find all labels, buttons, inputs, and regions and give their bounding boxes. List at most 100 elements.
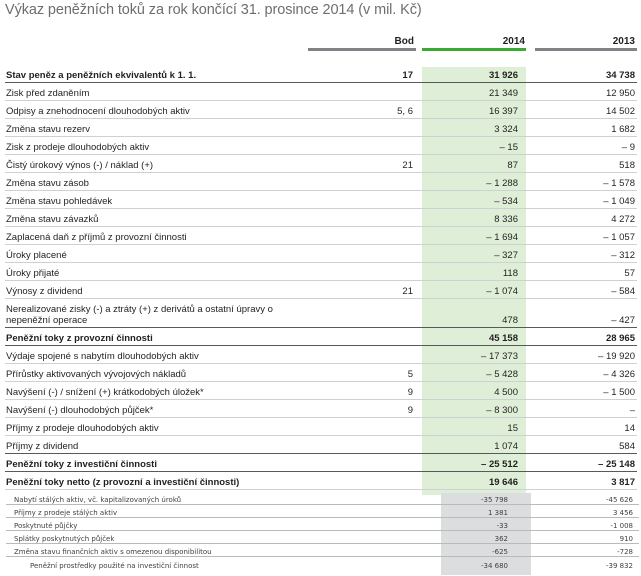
row-value-2013: – 25 148 [598, 459, 635, 470]
table-row: Odpisy a znehodnocení dlouhodobých aktiv… [0, 101, 641, 119]
row-divider [5, 208, 637, 209]
table-row: Příjmy z dividend 1 074 584 [0, 436, 641, 454]
breakdown-value-2013: -45 626 [605, 495, 633, 504]
table-row: Příjmy z prodeje dlouhodobých aktiv 15 14 [0, 418, 641, 436]
breakdown-value-2013: -1 008 [610, 521, 633, 530]
row-divider [5, 345, 637, 346]
row-value-2014: – 1 288 [486, 178, 518, 189]
row-value-2014: 31 926 [488, 70, 518, 81]
row-value-2014: – 15 [499, 142, 519, 153]
table-row: Zisk před zdaněním 21 349 12 950 [0, 83, 641, 101]
breakdown-value-2013: 910 [619, 535, 633, 544]
grey-column-2014 [441, 493, 531, 575]
row-label: Zaplacená daň z příjmů z provozní činnos… [6, 232, 187, 243]
row-note: 21 [402, 286, 413, 297]
row-divider [5, 363, 637, 364]
breakdown-divider [6, 556, 639, 558]
row-value-2014: – 8 300 [486, 405, 518, 416]
row-value-2014: 4 500 [494, 387, 518, 398]
table-row: Úroky placené – 327 – 312 [0, 245, 641, 263]
row-divider [5, 226, 637, 227]
row-value-2014: 478 [502, 315, 518, 326]
row-label: Změna stavu pohledávek [6, 196, 113, 207]
row-divider [5, 262, 637, 263]
breakdown-value-2014: -34 680 [480, 561, 508, 570]
row-label: Změna stavu závazků [6, 214, 99, 225]
header-rule-2013 [535, 48, 637, 51]
table-row: Přírůstky aktivovaných vývojových náklad… [0, 364, 641, 382]
row-note: 5, 6 [397, 106, 413, 117]
row-value-2013: 57 [624, 268, 635, 279]
breakdown-divider [6, 529, 639, 531]
row-divider [5, 172, 637, 173]
row-divider [5, 417, 637, 418]
row-value-2014: 3 324 [494, 124, 518, 135]
table-row: Výdaje spojené s nabytím dlouhodobých ak… [0, 346, 641, 364]
breakdown-value-2014: -33 [496, 521, 508, 530]
highlight-column-2014 [422, 67, 526, 495]
row-note: 21 [402, 160, 413, 171]
row-value-2013: – 1 057 [603, 232, 635, 243]
row-label: Navýšení (-) dlouhodobých půjček* [6, 405, 154, 416]
breakdown-label: Změna stavu finančních aktiv s omezenou … [14, 548, 212, 557]
row-divider [5, 82, 637, 83]
row-value-2013: 3 817 [611, 477, 635, 488]
breakdown-row: Nabytí stálých aktiv, vč. kapitalizovaný… [0, 493, 641, 505]
breakdown-value-2014: 362 [494, 535, 508, 544]
row-value-2014: 45 158 [488, 333, 518, 344]
row-divider [5, 471, 637, 472]
row-label: Změna stavu zásob [6, 178, 89, 189]
row-label: Navýšení (-) / snížení (+) krátkodobých … [6, 387, 204, 398]
row-label: Peněžní toky netto (z provozní a investi… [6, 477, 240, 488]
header-2014: 2014 [502, 36, 525, 47]
breakdown-label: Peněžní prostředky použité na investiční… [30, 561, 199, 570]
breakdown-row: Příjmy z prodeje stálých aktiv 1 381 3 456 [0, 506, 641, 518]
row-note: 9 [407, 387, 413, 398]
breakdown-row: Poskytnuté půjčky -33 -1 008 [0, 519, 641, 531]
row-label: Výnosy z dividend [6, 286, 83, 297]
row-label: Nerealizované zisky (-) a ztráty (+) z d… [6, 304, 273, 326]
row-label: Peněžní toky z provozní činnosti [6, 333, 153, 344]
row-value-2013: – 1 500 [603, 387, 635, 398]
row-value-2013: 584 [619, 441, 635, 452]
table-row: Peněžní toky netto (z provozní a investi… [0, 472, 641, 490]
table-row: Zaplacená daň z příjmů z provozní činnos… [0, 227, 641, 245]
table-row: Změna stavu zásob – 1 288 – 1 578 [0, 173, 641, 191]
row-label: Odpisy a znehodnocení dlouhodobých aktiv [6, 106, 190, 117]
row-value-2014: – 1 074 [486, 286, 518, 297]
row-label: Stav peněz a peněžních ekvivalentů k 1. … [6, 70, 197, 81]
breakdown-row: Změna stavu finančních aktiv s omezenou … [0, 546, 641, 558]
row-value-2013: 4 272 [611, 214, 635, 225]
row-label: Příjmy z prodeje dlouhodobých aktiv [6, 423, 159, 434]
breakdown-divider [6, 503, 639, 505]
row-value-2014: – 534 [494, 196, 518, 207]
row-value-2014: 118 [502, 268, 518, 279]
row-value-2014: 21 349 [488, 88, 518, 99]
row-value-2013: – 584 [611, 286, 635, 297]
row-value-2014: 15 [507, 423, 518, 434]
table-row: Úroky přijaté 118 57 [0, 263, 641, 281]
breakdown-label: Splátky poskytnutých půjček [14, 535, 115, 544]
table-row: Navýšení (-) / snížení (+) krátkodobých … [0, 382, 641, 400]
row-value-2014: 19 646 [488, 477, 518, 488]
table-row: Výnosy z dividend 21 – 1 074 – 584 [0, 281, 641, 299]
breakdown-divider [6, 543, 639, 545]
row-value-2013: – 19 920 [598, 351, 635, 362]
row-divider [5, 399, 637, 400]
breakdown-value-2014: -625 [492, 548, 508, 557]
row-value-2013: 28 965 [605, 333, 635, 344]
row-divider [5, 453, 637, 454]
breakdown-value-2014: -35 798 [480, 495, 508, 504]
row-divider [5, 489, 637, 490]
row-label: Čistý úrokový výnos (-) / náklad (+) [6, 160, 154, 171]
row-value-2013: – 4 326 [603, 369, 635, 380]
row-value-2014: – 5 428 [486, 369, 518, 380]
row-divider [5, 435, 637, 436]
row-value-2014: – 17 373 [481, 351, 518, 362]
row-value-2014: – 1 694 [486, 232, 518, 243]
row-note: 5 [407, 369, 413, 380]
row-divider [5, 244, 637, 245]
breakdown-value-2013: 3 456 [612, 508, 633, 517]
row-value-2013: 34 738 [605, 70, 635, 81]
table-row: Změna stavu závazků 8 336 4 272 [0, 209, 641, 227]
